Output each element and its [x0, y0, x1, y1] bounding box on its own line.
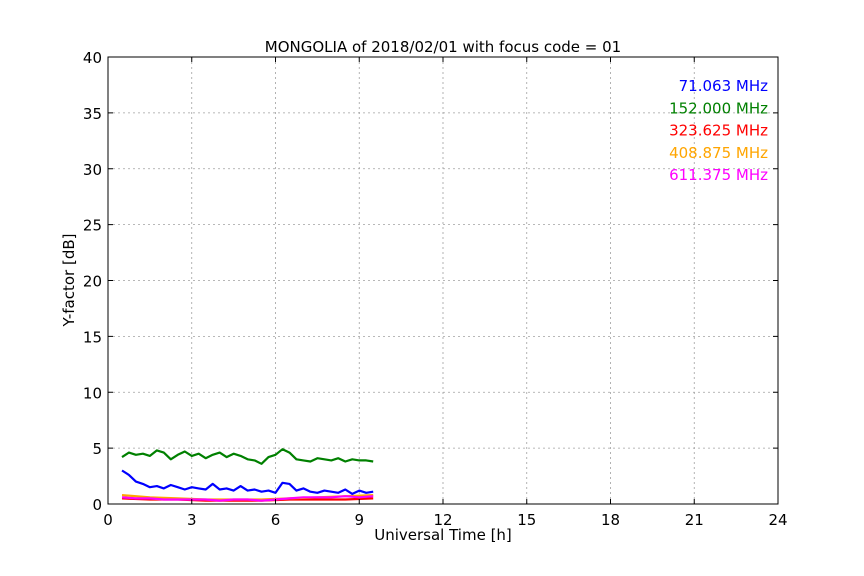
legend-entry: 152.000 MHz	[669, 99, 768, 117]
legend-entry: 71.063 MHz	[679, 77, 768, 95]
y-tick-label: 30	[83, 161, 102, 179]
series-line-71-063-mhz	[121, 469, 374, 495]
y-tick-label: 10	[83, 384, 102, 402]
x-tick-label: 0	[103, 511, 113, 529]
y-axis-label: Y-factor [dB]	[60, 233, 78, 327]
y-tick-label: 5	[92, 440, 102, 458]
y-tick-label: 25	[83, 217, 102, 235]
x-tick-label: 24	[768, 511, 787, 529]
x-tick-label: 12	[433, 511, 452, 529]
y-tick-label: 40	[83, 49, 102, 67]
grid	[108, 57, 778, 504]
legend-entry: 611.375 MHz	[669, 166, 768, 184]
legend: 71.063 MHz 152.000 MHz 323.625 MHz 408.875 …	[669, 77, 768, 184]
chart-title: MONGOLIA of 2018/02/01 with focus code =…	[265, 38, 621, 56]
axis-ticks: 0 3 6 9 12 15 18 21 24 0 5 10 15 20 25 30 35 40	[83, 49, 788, 529]
x-tick-label: 6	[271, 511, 281, 529]
series-line-611-375-mhz	[121, 495, 374, 502]
x-tick-label: 9	[354, 511, 364, 529]
legend-entry: 323.625 MHz	[669, 122, 768, 140]
y-tick-label: 0	[92, 496, 102, 514]
x-tick-label: 15	[517, 511, 536, 529]
y-tick-label: 15	[83, 328, 102, 346]
y-tick-label: 20	[83, 273, 102, 291]
y-tick-label: 35	[83, 105, 102, 123]
legend-entry: 408.875 MHz	[669, 144, 768, 162]
x-tick-label: 18	[601, 511, 620, 529]
series-layer	[121, 448, 374, 502]
x-tick-label: 21	[685, 511, 704, 529]
series-line-152-000-mhz	[121, 448, 374, 465]
x-axis-label: Universal Time [h]	[374, 526, 512, 544]
x-tick-label: 3	[187, 511, 197, 529]
